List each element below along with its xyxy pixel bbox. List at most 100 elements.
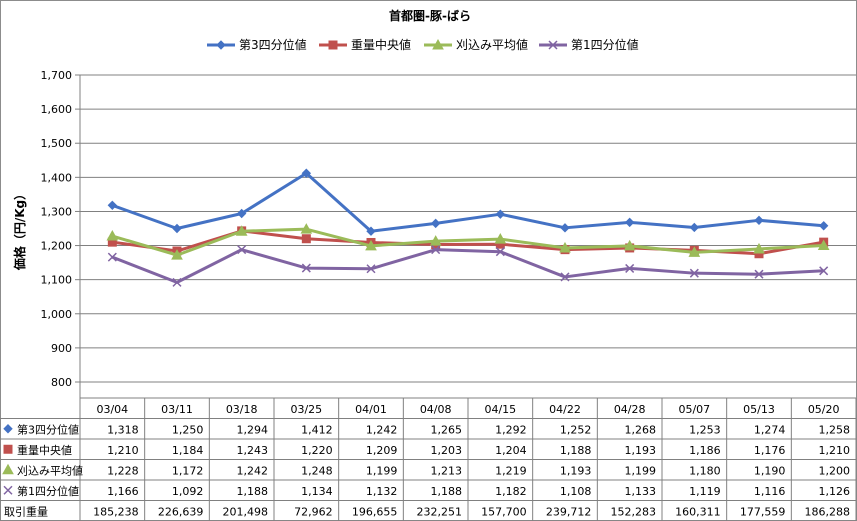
x-tick-label: 04/28 xyxy=(614,403,646,416)
legend-entry: 重量中央値 xyxy=(319,37,411,52)
x-tick-label: 05/13 xyxy=(743,403,775,416)
data-point xyxy=(817,239,830,251)
data-point xyxy=(754,215,764,226)
table-cell: 1,203 xyxy=(431,444,463,457)
series-line xyxy=(111,248,824,284)
data-point xyxy=(623,239,636,251)
table-legend-marker xyxy=(3,485,13,495)
table-cell: 1,292 xyxy=(495,424,527,437)
data-point xyxy=(237,245,247,255)
x-tick-label: 03/25 xyxy=(290,403,322,416)
x-tick-label: 05/07 xyxy=(678,403,710,416)
data-point xyxy=(624,217,635,228)
data-point xyxy=(560,272,570,282)
table-cell: 1,108 xyxy=(560,485,592,498)
data-point xyxy=(301,168,312,178)
table-cell: 201,498 xyxy=(223,506,269,519)
table-legend-marker xyxy=(2,463,14,475)
series-2 xyxy=(107,226,829,259)
table-cell: 1,186 xyxy=(689,444,721,457)
data-point xyxy=(430,218,441,229)
table-cell: 1,119 xyxy=(689,485,721,498)
table-cell: 72,962 xyxy=(294,506,333,519)
data-point xyxy=(365,239,377,251)
table-cell: 1,200 xyxy=(819,465,851,478)
table-cell: 1,092 xyxy=(172,485,204,498)
table-cell: 196,655 xyxy=(352,506,398,519)
table-cell: 1,242 xyxy=(366,424,398,437)
y-tick-label: 1,500 xyxy=(41,137,73,150)
data-table: 03/04 03/11 03/18 03/25 04/01 04/08 04/15 04/22… xyxy=(0,382,857,521)
y-tick-label: 1,400 xyxy=(41,171,73,184)
series-lines xyxy=(106,168,830,287)
data-point xyxy=(301,234,311,244)
table-cell: 1,253 xyxy=(689,424,721,437)
x-tick-label: 03/04 xyxy=(96,403,128,416)
table-cell: 1,274 xyxy=(754,424,786,437)
data-point xyxy=(818,221,829,231)
data-point xyxy=(172,223,182,234)
table-row-label: 第3四分位値 xyxy=(17,423,79,437)
data-point xyxy=(107,252,117,262)
table-cell: 1,242 xyxy=(237,465,269,478)
table-cell: 152,283 xyxy=(611,506,657,519)
data-point xyxy=(754,269,764,279)
legend-marker xyxy=(432,38,444,50)
table-cell: 160,311 xyxy=(675,506,721,519)
table-cell: 226,639 xyxy=(158,506,204,519)
table-cell: 1,204 xyxy=(495,444,527,457)
y-tick-label: 1,700 xyxy=(41,69,73,82)
table-cell: 186,288 xyxy=(805,506,851,519)
table-cell: 1,219 xyxy=(495,465,527,478)
table-cell: 1,190 xyxy=(754,465,786,478)
legend-label: 第1四分位値 xyxy=(571,37,639,52)
data-point xyxy=(495,209,506,219)
x-tick-label: 03/11 xyxy=(161,403,193,416)
data-point xyxy=(171,249,183,260)
x-tick-label: 04/15 xyxy=(484,403,516,416)
series-3 xyxy=(106,223,830,260)
table-cell: 1,210 xyxy=(819,444,851,457)
y-tick-label: 1,300 xyxy=(41,205,73,218)
table-cell: 1,172 xyxy=(172,465,204,478)
data-point xyxy=(235,225,248,236)
data-point xyxy=(106,229,119,241)
table-cell: 1,188 xyxy=(237,485,269,498)
table-cell: 1,199 xyxy=(625,465,657,478)
gridlines xyxy=(79,74,856,383)
table-cell: 177,559 xyxy=(740,506,786,519)
table-cell: 1,176 xyxy=(754,444,786,457)
legend-entry: 刈込み平均値 xyxy=(424,37,528,52)
table-cell: 1,132 xyxy=(366,485,398,498)
table-cell: 1,133 xyxy=(625,485,657,498)
table-cell: 1,252 xyxy=(560,424,592,437)
data-point xyxy=(431,245,441,255)
table-legend-marker xyxy=(3,444,13,454)
data-point xyxy=(753,242,765,254)
table-cell: 232,251 xyxy=(417,506,463,519)
table-legend-marker xyxy=(3,424,13,434)
legend-label: 刈込み平均値 xyxy=(456,37,528,52)
table-cell: 1,188 xyxy=(560,444,592,457)
y-tick-label: 1,000 xyxy=(41,308,73,321)
data-point xyxy=(236,208,247,219)
data-point xyxy=(625,263,635,273)
table-row-label: 取引重量 xyxy=(4,505,48,519)
legend-label: 重量中央値 xyxy=(351,37,411,52)
data-point xyxy=(495,247,505,257)
data-point xyxy=(689,268,699,278)
table-cell: 1,213 xyxy=(431,465,463,478)
y-axis-ticks: 800 900 1,000 1,100 1,200 1,300 1,400 1,500 1,60… xyxy=(41,69,80,389)
y-tick-label: 800 xyxy=(51,376,72,389)
y-tick-label: 1,600 xyxy=(41,103,73,116)
table-row-label: 刈込み平均値 xyxy=(17,465,83,478)
y-tick-label: 1,200 xyxy=(41,240,73,253)
table-cell: 1,199 xyxy=(366,465,398,478)
data-point xyxy=(560,223,570,233)
chart-title: 首都圏-豚-ばら xyxy=(389,8,471,23)
legend-marker xyxy=(328,40,338,50)
y-axis-label: 価格（円/Kg） xyxy=(12,188,27,271)
y-tick-label: 900 xyxy=(51,342,72,355)
data-point xyxy=(688,246,701,257)
